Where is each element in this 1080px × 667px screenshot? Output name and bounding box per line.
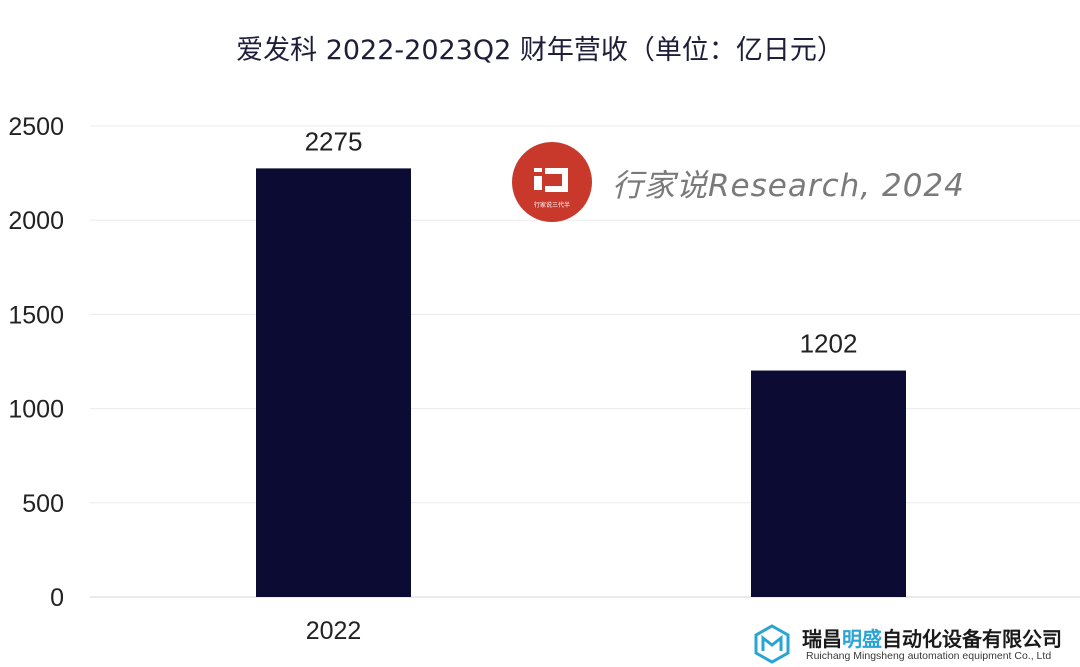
watermark-logo-text: 行家说三代半 [533,202,570,209]
watermark-text: 行家说Research, 2024 [612,167,965,204]
bar [256,168,411,597]
footer-company-name: 瑞昌明盛自动化设备有限公司 [802,623,1062,652]
x-category-label: 2022 [306,617,362,645]
gridlines [90,125,1080,598]
watermark: 行家说三代半 行家说Research, 2024 [512,142,965,222]
y-axis-ticks: 0 500 1000 1500 2000 2500 [8,113,64,612]
data-label: 2275 [305,126,363,156]
y-tick-label: 1500 [8,301,64,329]
footer-company-logo: 瑞昌明盛自动化设备有限公司 Ruichang Mingsheng automat… [752,620,1080,667]
footer-company-name-en: Ruichang Mingsheng automation equipment … [806,650,1052,662]
company-name-prefix: 瑞昌 [802,627,842,651]
y-tick-label: 1000 [8,396,64,424]
bars [256,168,906,597]
y-tick-label: 2000 [8,207,64,235]
data-labels: 2275 1202 [305,126,858,358]
hexagon-logo-icon [754,624,790,664]
bar [751,370,906,597]
company-name-highlight: 明盛 [842,627,882,651]
y-tick-label: 500 [22,490,64,518]
data-label: 1202 [800,329,858,359]
y-tick-label: 2500 [8,113,64,141]
y-tick-label: 0 [50,584,64,612]
company-name-suffix: 自动化设备有限公司 [882,627,1062,651]
chart-title: 爱发科 2022-2023Q2 财年营收（单位：亿日元） [236,35,844,66]
watermark-logo-icon: 行家说三代半 [512,142,592,222]
